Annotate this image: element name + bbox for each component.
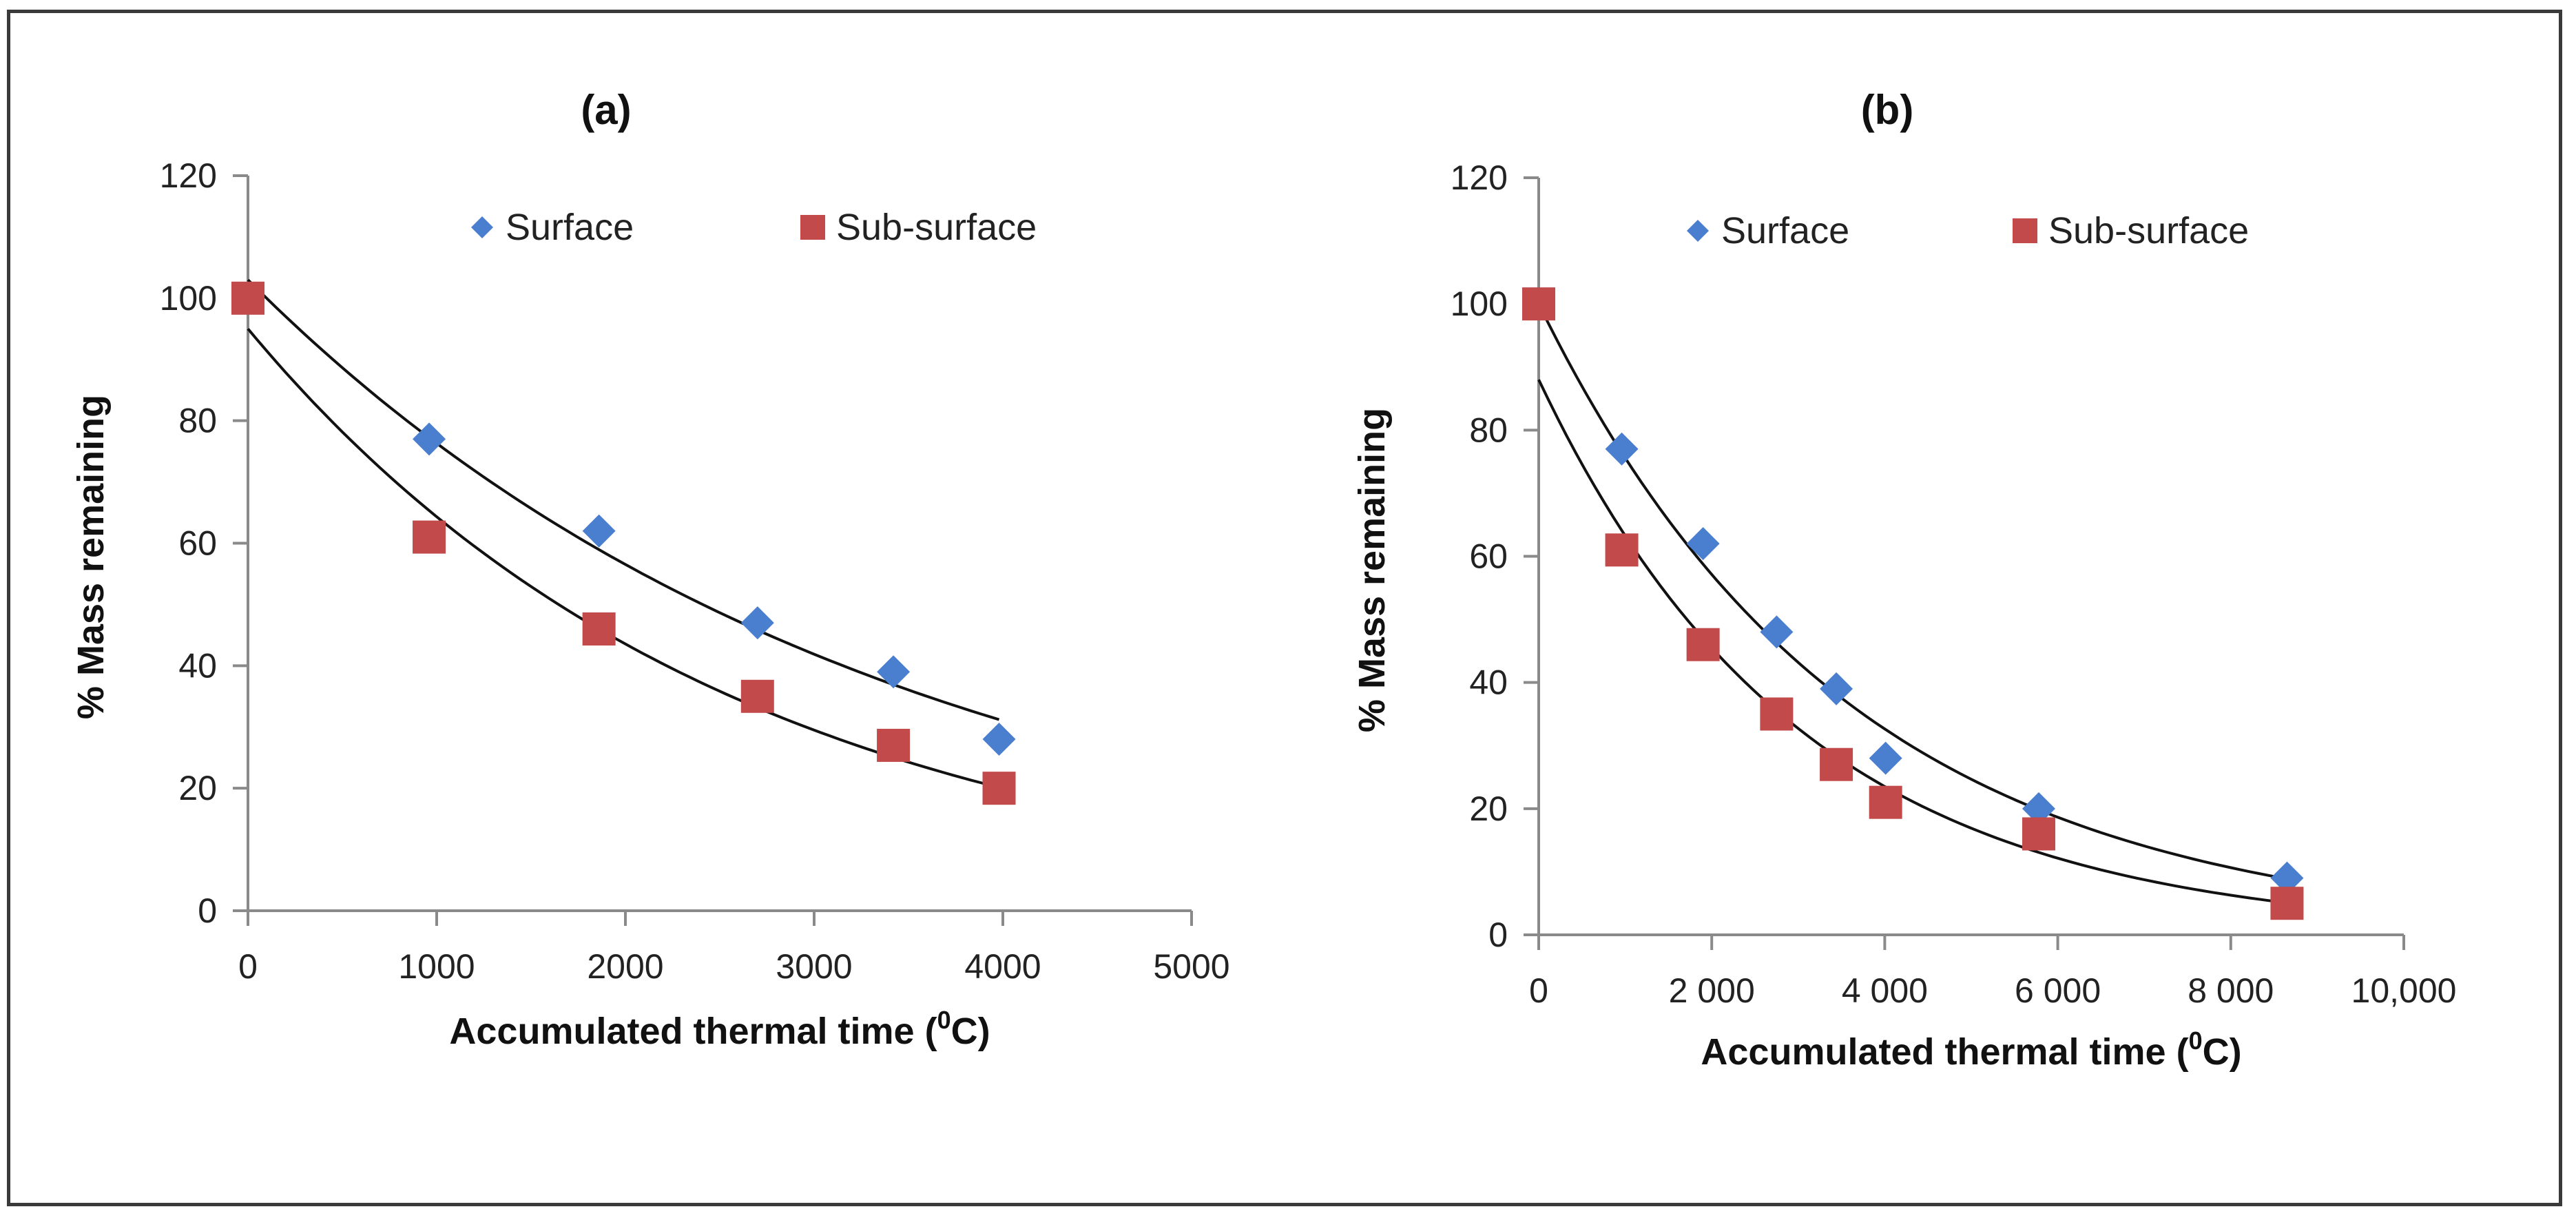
x-axis-title: Accumulated thermal time (0C): [449, 1006, 990, 1052]
sub-surface-data-point: [740, 679, 774, 713]
sub-surface-data-point: [413, 520, 446, 554]
x-tick-label: 0: [1529, 971, 1548, 1010]
surface-data-point: [877, 655, 911, 689]
sub-surface-data-point: [1522, 287, 1555, 321]
legend-marker-sub-surface: [2013, 218, 2037, 243]
y-tick-label: 100: [1451, 285, 1508, 323]
x-tick-label: 2000: [587, 947, 663, 986]
surface-data-point: [582, 514, 616, 548]
chart-panel-b: (b) 0 20 40 60 80 100 120 0 2 000 4 000 6 000 8 000 1…: [1351, 87, 2456, 1073]
y-tick-label: 60: [178, 524, 217, 563]
legend-label: Sub-surface: [2048, 210, 2249, 251]
x-tick-label: 2 000: [1669, 971, 1755, 1010]
sub-surface-data-point: [877, 728, 911, 762]
sub-surface-data-point: [1686, 628, 1720, 661]
y-tick-label: 40: [178, 646, 217, 685]
y-tick-label: 120: [1451, 158, 1508, 197]
y-tick-label: 40: [1469, 663, 1508, 702]
sub-surface-data-point: [1760, 697, 1794, 731]
surface-data-point: [413, 422, 446, 456]
y-axis-title: % Mass remaining: [70, 395, 112, 719]
y-axis-title: % Mass remaining: [1351, 408, 1393, 732]
chart-title: (a): [581, 87, 631, 133]
y-tick-label: 60: [1469, 537, 1508, 576]
surface-data-point: [1686, 527, 1720, 561]
trendline-surface: [1537, 303, 2287, 880]
x-tick-label: 6 000: [2015, 971, 2101, 1010]
sub-surface-data-point: [1820, 747, 1853, 781]
legend-marker-surface: [1687, 220, 1709, 242]
surface-data-point: [982, 723, 1016, 756]
y-tick-label: 0: [198, 891, 217, 930]
sub-surface-data-point: [231, 281, 264, 315]
surface-data-point: [1760, 615, 1794, 649]
x-tick-label: 5000: [1153, 947, 1229, 986]
sub-surface-data-point: [2270, 887, 2304, 920]
x-tick-label: 10,000: [2351, 971, 2457, 1010]
figure-frame: [7, 10, 2562, 1206]
legend-label: Surface: [506, 207, 634, 248]
x-tick-label: 3000: [776, 947, 852, 986]
y-tick-label: 0: [1488, 916, 1508, 954]
surface-data-point: [1605, 432, 1639, 466]
x-tick-label: 0: [238, 947, 258, 986]
y-tick-label: 20: [1469, 789, 1508, 828]
x-tick-label: 4 000: [1842, 971, 1928, 1010]
legend-label: Surface: [1721, 210, 1849, 251]
surface-data-point: [1869, 741, 1902, 775]
y-tick-label: 120: [160, 156, 217, 195]
y-tick-label: 80: [178, 402, 217, 440]
surface-data-point: [1820, 672, 1853, 705]
y-tick-label: 100: [160, 279, 217, 318]
chart-panel-a: (a) 0 20 40 60 80 100 120 0 1000 2000 3000 4000 5000%…: [70, 87, 1230, 1052]
trendline-sub-surface: [1537, 379, 2287, 905]
trendline-surface: [247, 278, 1000, 721]
x-axis-title: Accumulated thermal time (0C): [1701, 1026, 2241, 1073]
sub-surface-data-point: [982, 772, 1016, 805]
legend-marker-surface: [471, 216, 493, 238]
sub-surface-data-point: [2022, 817, 2055, 851]
surface-data-point: [740, 606, 774, 640]
x-tick-label: 1000: [398, 947, 475, 986]
x-tick-label: 4000: [964, 947, 1041, 986]
legend-label: Sub-surface: [836, 207, 1037, 248]
surface-data-point: [2022, 792, 2055, 825]
trendline-sub-surface: [247, 328, 999, 789]
surface-data-point: [2270, 861, 2304, 895]
chart-title: (b): [1861, 87, 1914, 133]
sub-surface-data-point: [1605, 533, 1639, 567]
y-tick-label: 20: [178, 769, 217, 807]
y-tick-label: 80: [1469, 411, 1508, 449]
sub-surface-data-point: [582, 612, 616, 646]
sub-surface-data-point: [1869, 785, 1902, 819]
x-tick-label: 8 000: [2188, 971, 2274, 1010]
legend-marker-sub-surface: [800, 215, 825, 240]
